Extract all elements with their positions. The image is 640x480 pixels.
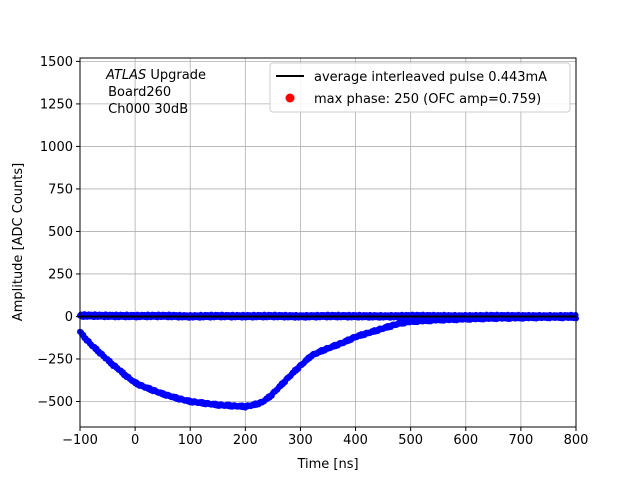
y-tick-label: 1000	[40, 140, 73, 155]
y-tick-label: 1250	[40, 97, 73, 112]
x-axis-label: Time [ns]	[296, 457, 358, 472]
atlas-annotation: ATLAS Upgrade Board260 Ch000 30dB	[104, 68, 206, 117]
y-axis-label: Amplitude [ADC Counts]	[11, 163, 26, 321]
y-tick-label: 500	[48, 225, 73, 240]
atlas-italic-text: ATLAS	[105, 68, 146, 83]
x-tick-label: 800	[564, 433, 589, 448]
x-tick-label: 500	[398, 433, 423, 448]
y-tick-label: 250	[48, 267, 73, 282]
board-text: Board260	[104, 85, 171, 100]
axes-frame	[79, 57, 577, 428]
y-tick-label: −250	[37, 352, 73, 367]
legend-entry-max-phase: max phase: 250 (OFC amp=0.759)	[314, 92, 541, 107]
x-tick-label: 200	[233, 433, 258, 448]
y-tick-label: 0	[65, 310, 73, 325]
y-tick-label: 1500	[40, 55, 73, 70]
x-tick-label: 700	[508, 433, 533, 448]
x-tick-label: 100	[178, 433, 203, 448]
atlas-upgrade-text: Upgrade	[146, 68, 206, 83]
y-tick-label: −500	[37, 395, 73, 410]
x-tick-label: 600	[453, 433, 478, 448]
y-tick-label: 750	[48, 182, 73, 197]
legend-entry-average: average interleaved pulse 0.443mA	[314, 70, 547, 85]
legend: average interleaved pulse 0.443mA max ph…	[269, 62, 571, 113]
x-tick-label: 0	[131, 433, 139, 448]
svg-text:ATLAS Upgrade: ATLAS Upgrade	[105, 68, 206, 83]
ticks: −100 0 100 200 300 400 500 600 700 800 −500 −250 0 25…	[37, 55, 588, 448]
x-tick-label: 400	[343, 433, 368, 448]
x-tick-label: 300	[288, 433, 313, 448]
legend-dot-marker	[285, 93, 295, 103]
channel-text: Ch000 30dB	[104, 102, 188, 117]
plot-area	[77, 311, 579, 411]
legend-frame	[269, 62, 571, 113]
x-tick-label: −100	[62, 433, 98, 448]
